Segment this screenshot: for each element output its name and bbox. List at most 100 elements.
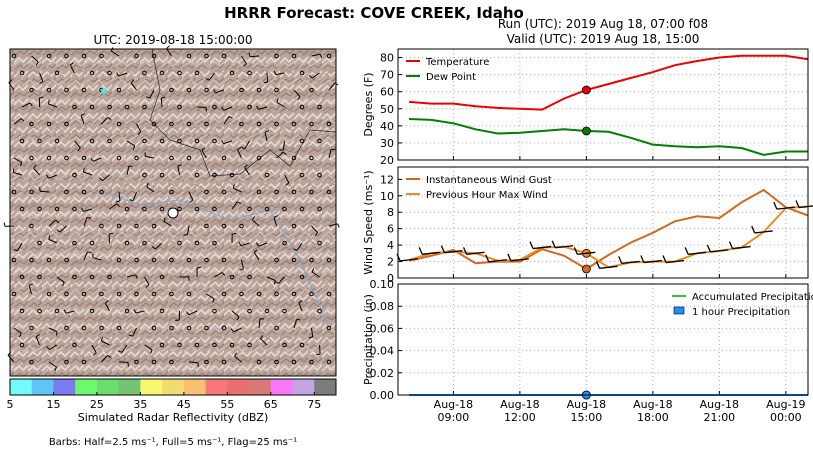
wind-barb-feather	[244, 164, 248, 168]
temperature-panel: 20 30 40 50 60 70 80 Degrees (F) Temperature Dew …	[362, 48, 809, 167]
wind-barb	[237, 149, 242, 159]
wind-barb-feather	[29, 102, 33, 107]
calm-wind-circle	[221, 257, 227, 263]
calm-wind-circle	[194, 70, 200, 76]
wind-barb	[273, 217, 277, 227]
wind-barb	[101, 340, 110, 346]
calm-wind-circle	[142, 70, 147, 76]
colorbar-swatch	[140, 379, 163, 395]
colorbar-swatch	[53, 379, 76, 395]
calm-wind-circle	[204, 325, 209, 331]
wind-barb	[149, 89, 155, 99]
wind-barb	[101, 117, 108, 125]
wind-barb	[206, 293, 215, 300]
calm-wind-circle	[274, 325, 279, 331]
calm-wind-circle	[309, 189, 314, 195]
wind-barb-feather	[221, 139, 224, 144]
wind-barb	[754, 230, 773, 234]
wind-barb-feather	[297, 96, 301, 101]
calm-wind-circle	[204, 359, 209, 365]
wind-barb	[188, 310, 198, 316]
wind-barb	[215, 89, 225, 94]
colorbar-tick-label: 15	[46, 398, 60, 411]
calm-wind-circle	[221, 189, 227, 195]
calm-wind-circle	[212, 240, 217, 246]
wind-barb	[17, 242, 23, 252]
wind-barb-feather	[314, 232, 318, 237]
calm-wind-circle	[186, 53, 192, 59]
wind-barb	[253, 252, 260, 261]
calm-wind-circle	[72, 274, 77, 280]
calm-wind-circle	[37, 240, 42, 246]
wind-barb-feather	[662, 255, 667, 263]
calm-wind-circle	[169, 325, 174, 331]
wind-barb	[188, 361, 199, 364]
calm-wind-circle	[116, 257, 122, 263]
calm-wind-circle	[326, 53, 332, 59]
calm-wind-circle	[159, 206, 165, 212]
wind-barb-feather	[129, 199, 134, 201]
calm-wind-circle	[29, 189, 34, 195]
wind-barb	[13, 118, 22, 125]
calm-wind-circle	[326, 291, 332, 297]
wind-barb	[532, 245, 552, 250]
wind-barb-feather	[80, 113, 85, 116]
wind-barb	[208, 72, 215, 81]
x-tick-date: Aug-19	[766, 398, 805, 411]
wind-barb-feather	[236, 316, 240, 321]
wind-barb-feather	[263, 81, 268, 84]
calm-wind-circle	[299, 274, 305, 280]
wind-barb-feather	[311, 268, 315, 273]
x-tick-time: 15:00	[571, 411, 603, 424]
wind-barb	[311, 327, 314, 337]
colorbar-label: Simulated Radar Reflectivity (dBZ)	[77, 411, 269, 424]
calm-wind-circle	[64, 325, 69, 331]
calm-wind-circle	[256, 155, 262, 161]
calm-wind-circle	[186, 325, 192, 331]
calm-wind-circle	[309, 359, 314, 365]
calm-wind-circle	[151, 223, 157, 229]
calm-wind-circle	[116, 325, 122, 331]
wind-barb	[510, 258, 529, 262]
calm-wind-circle	[116, 223, 122, 229]
wind-barb-feather	[237, 147, 242, 151]
wind-barb	[126, 274, 136, 278]
wind-barb	[101, 355, 108, 363]
legend-label: 1 hour Precipitation	[692, 307, 790, 318]
wind-barb-feather	[137, 131, 142, 135]
wind-barb	[244, 140, 250, 149]
calm-wind-circle	[107, 104, 112, 110]
wind-barb-feather	[150, 349, 153, 354]
wind-barb-feather	[751, 225, 756, 234]
wind-barb	[31, 55, 39, 63]
calm-wind-circle	[151, 257, 157, 263]
calm-wind-circle	[89, 274, 95, 280]
wind-barb-feather	[234, 352, 238, 357]
wind-barb	[130, 82, 137, 91]
wind-barb-feather	[285, 182, 290, 186]
calm-wind-circle	[177, 138, 182, 144]
calm-wind-circle	[186, 155, 192, 161]
calm-wind-circle	[116, 155, 122, 161]
calm-wind-circle	[221, 359, 227, 365]
wind-barb-feather	[35, 334, 40, 338]
y-tick-label: 80	[380, 52, 394, 65]
wind-barb-feather	[264, 130, 270, 133]
calm-wind-circle	[309, 291, 314, 297]
wind-barb-feather	[107, 354, 112, 359]
calm-wind-circle	[221, 223, 227, 229]
colorbar: 5 15 25 35 45 55 65 75	[7, 378, 337, 411]
calm-wind-circle	[317, 206, 322, 212]
wind-barb-feather	[618, 256, 623, 264]
river	[99, 189, 331, 331]
calm-wind-circle	[46, 53, 52, 59]
valid-time-marker	[582, 85, 591, 95]
wind-barb-feather	[221, 272, 226, 276]
calm-wind-circle	[159, 342, 165, 348]
wind-barb	[266, 276, 276, 281]
valid-time-marker	[582, 264, 591, 274]
wind-barb	[83, 251, 88, 261]
y-tick-label: 6	[387, 223, 394, 236]
wind-barb-feather	[132, 145, 136, 150]
wind-barb-feather	[77, 147, 81, 152]
